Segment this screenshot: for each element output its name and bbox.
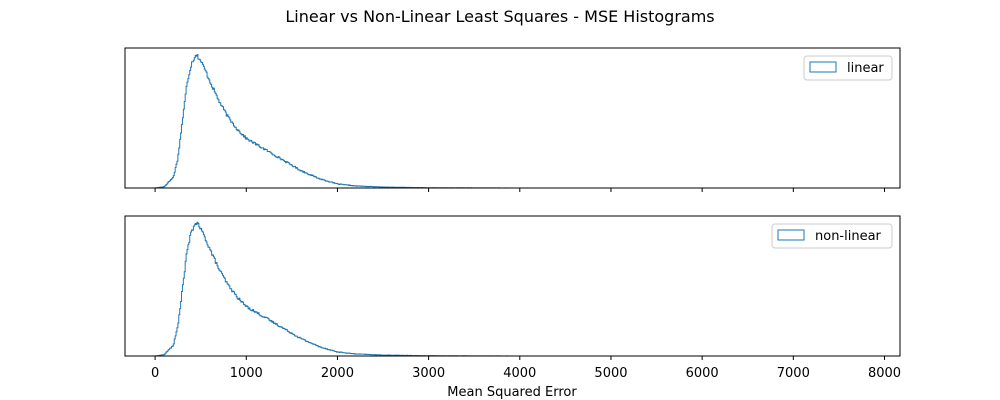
x-tick-label: 5000: [594, 366, 627, 381]
subplot-non-linear: non-linear: [124, 215, 901, 360]
x-ticks-linear: [154, 188, 885, 192]
plot-area-linear: [125, 48, 900, 188]
x-axis-label: Mean Squared Error: [447, 385, 577, 400]
legend-linear: linear: [803, 55, 893, 81]
x-tick-label: 6000: [686, 366, 719, 381]
legend-label-non-linear: non-linear: [815, 229, 882, 244]
axes-frame-non-linear: [124, 215, 901, 357]
x-tick-labels: 0 1000 2000 3000 4000 5000 6000 7000 8000: [151, 366, 901, 381]
legend-non-linear: non-linear: [771, 223, 893, 249]
x-tick-label: 2000: [321, 366, 354, 381]
legend-swatch-non-linear: [777, 229, 805, 241]
subplot-linear: linear: [124, 47, 901, 192]
x-tick-label: 3000: [412, 366, 445, 381]
axes-frame-linear: [124, 47, 901, 189]
plot-area-non-linear: [125, 216, 900, 356]
x-tick-label: 8000: [868, 366, 901, 381]
legend-label-linear: linear: [847, 61, 884, 76]
legend-swatch-linear: [809, 61, 837, 73]
chart-title: Linear vs Non-Linear Least Squares - MSE…: [285, 7, 714, 26]
x-ticks-non-linear: [154, 356, 885, 360]
x-tick-label: 1000: [230, 366, 263, 381]
x-tick-label: 0: [151, 366, 159, 381]
x-tick-label: 4000: [503, 366, 536, 381]
x-tick-label: 7000: [777, 366, 810, 381]
